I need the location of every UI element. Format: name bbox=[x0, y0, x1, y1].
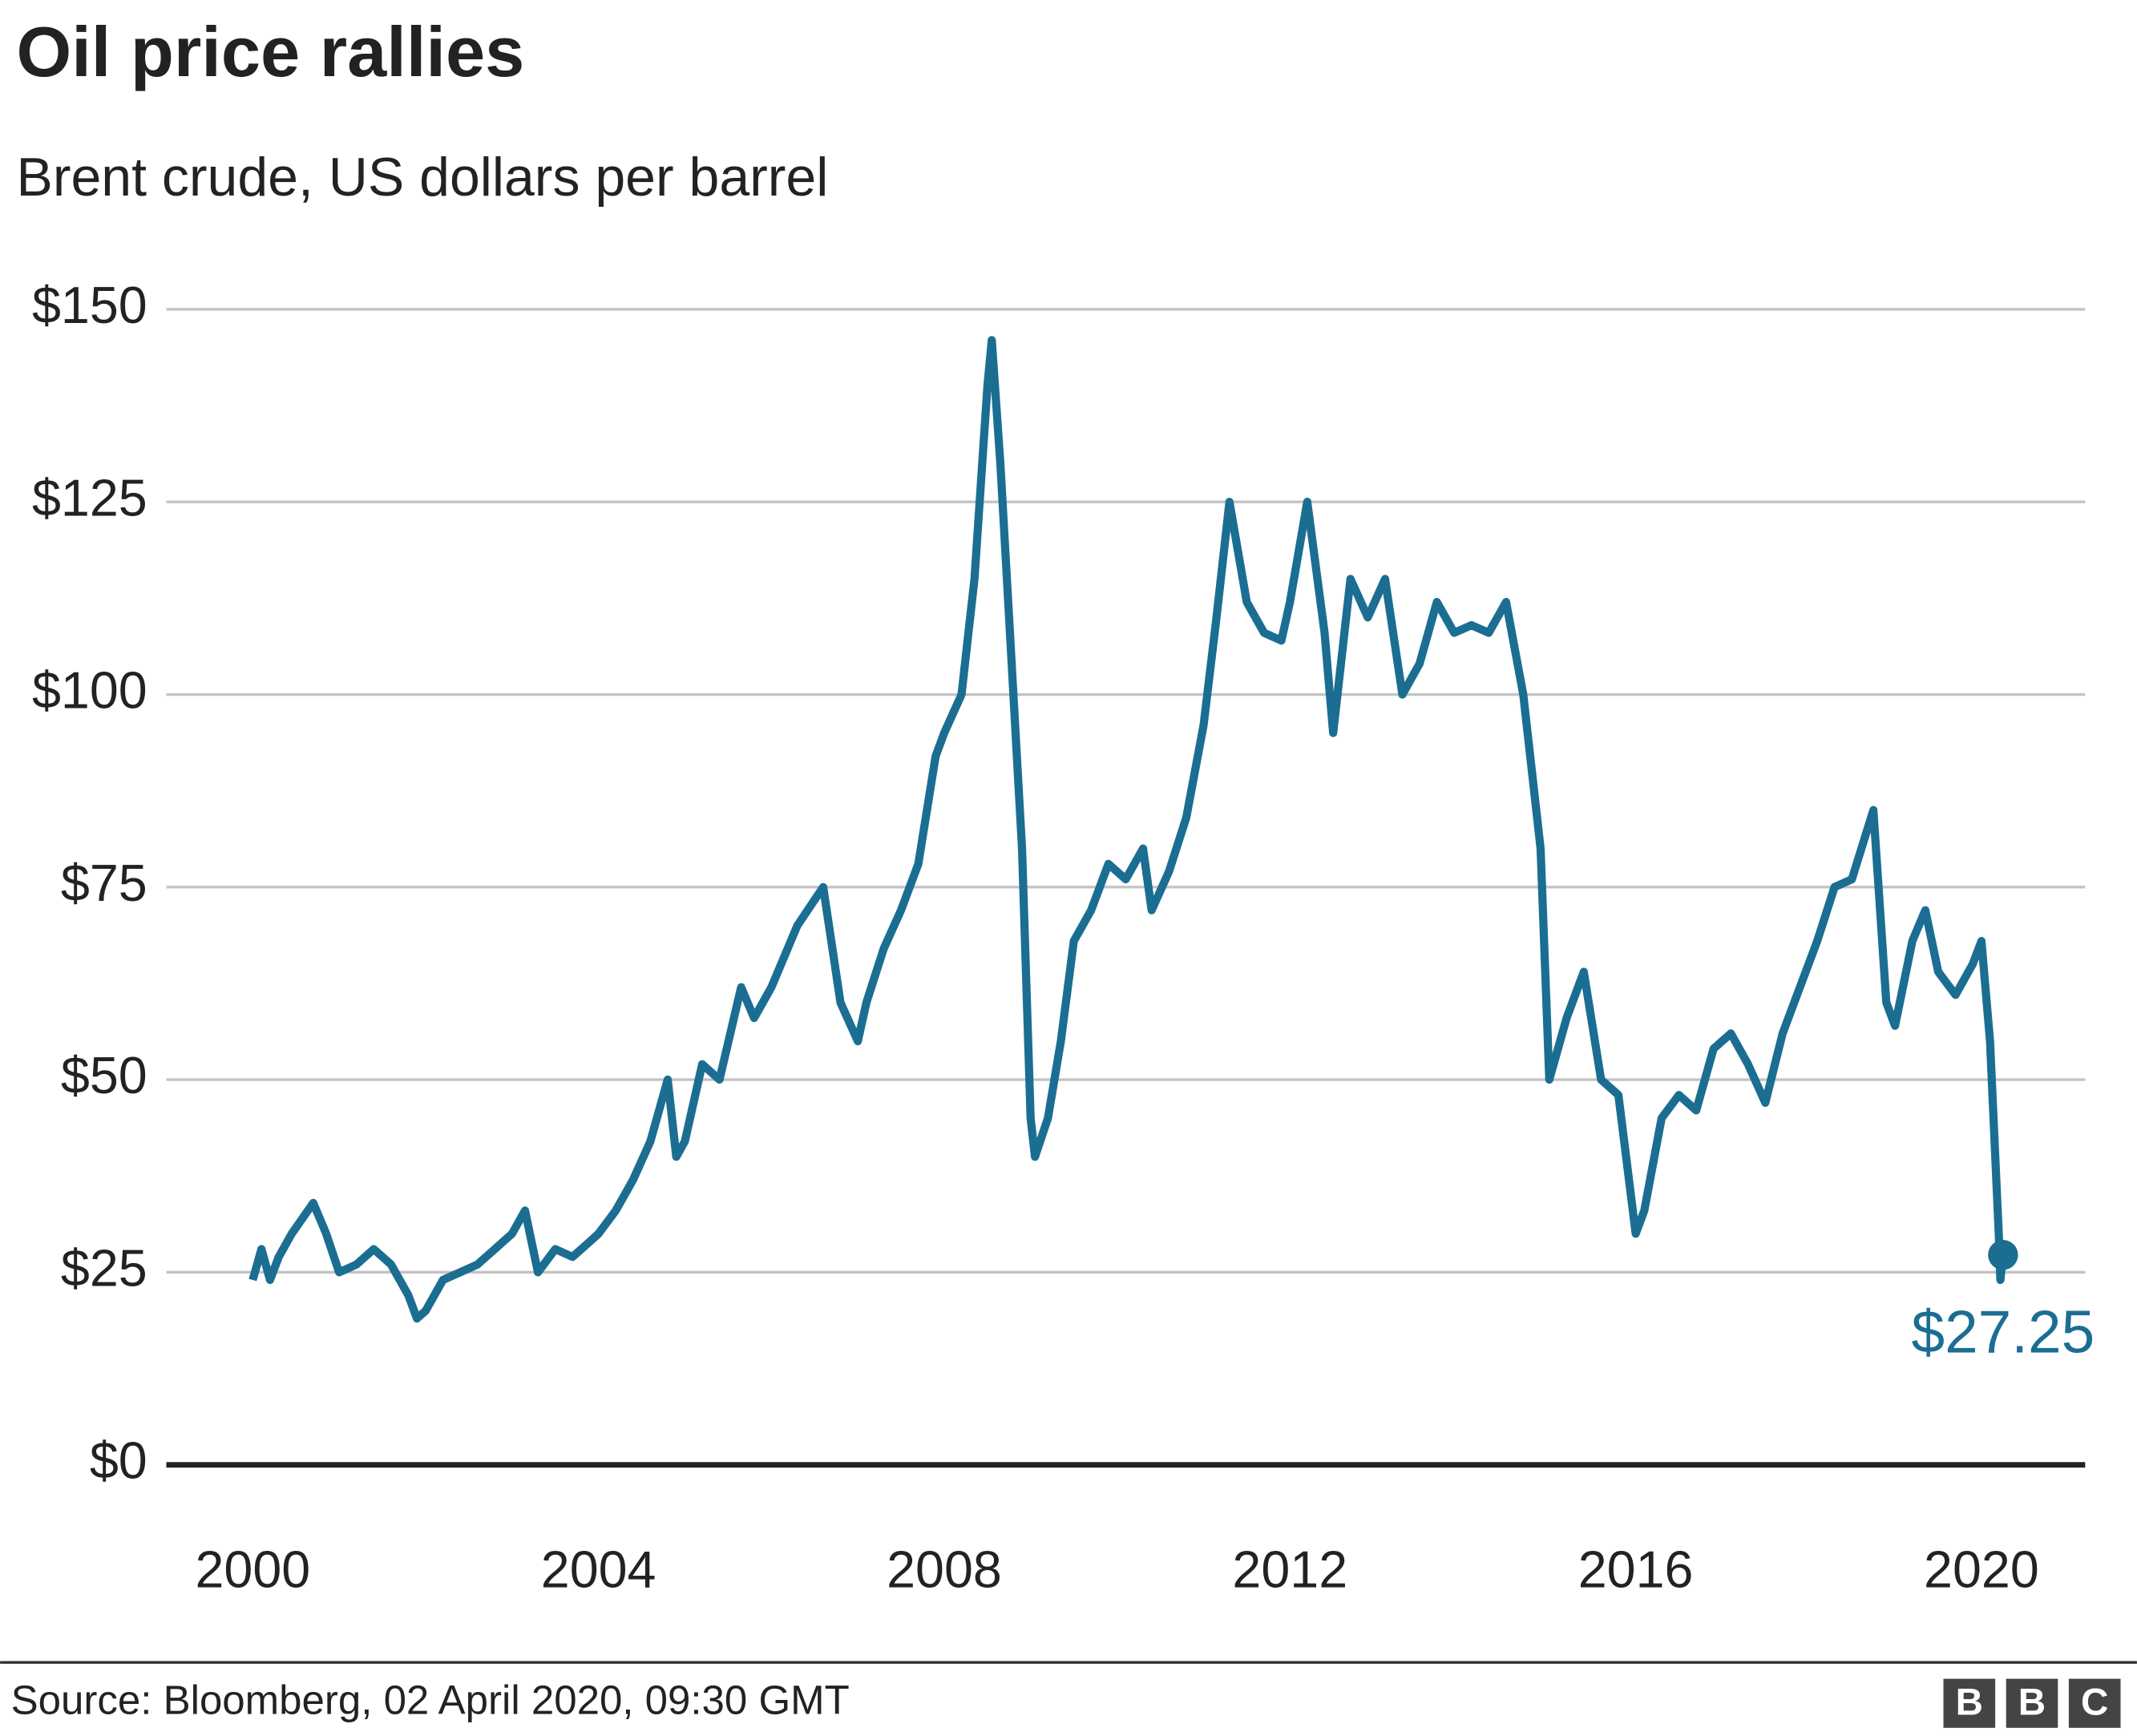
x-tick-label: 2012 bbox=[1232, 1541, 1347, 1599]
svg-text:C: C bbox=[2081, 1681, 2108, 1723]
y-tick-label: $150 bbox=[32, 277, 147, 334]
x-tick-label: 2000 bbox=[195, 1541, 310, 1599]
source-note: Source: Bloomberg, 02 April 2020, 09:30 … bbox=[11, 1677, 850, 1723]
y-tick-label: $75 bbox=[61, 854, 147, 912]
end-point bbox=[1988, 1240, 2018, 1270]
bbc-logo: B B C bbox=[1943, 1678, 2121, 1728]
y-tick-label: $100 bbox=[32, 662, 147, 720]
chart-title: Oil price rallies bbox=[16, 12, 524, 91]
x-tick-label: 2008 bbox=[887, 1541, 1002, 1599]
y-tick-label: $125 bbox=[32, 469, 147, 527]
y-tick-label: $50 bbox=[61, 1047, 147, 1104]
svg-text:B: B bbox=[1956, 1681, 1983, 1723]
x-tick-label: 2004 bbox=[541, 1541, 656, 1599]
chart-subtitle: Brent crude, US dollars per barrel bbox=[16, 147, 828, 208]
svg-text:B: B bbox=[2018, 1681, 2046, 1723]
y-tick-label: $25 bbox=[61, 1239, 147, 1297]
value-label: $27.25 bbox=[1911, 1298, 2095, 1366]
x-tick-label: 2016 bbox=[1578, 1541, 1694, 1599]
x-tick-label: 2020 bbox=[1924, 1541, 2039, 1599]
price-line bbox=[248, 336, 2007, 1323]
y-tick-label: $0 bbox=[90, 1432, 147, 1490]
